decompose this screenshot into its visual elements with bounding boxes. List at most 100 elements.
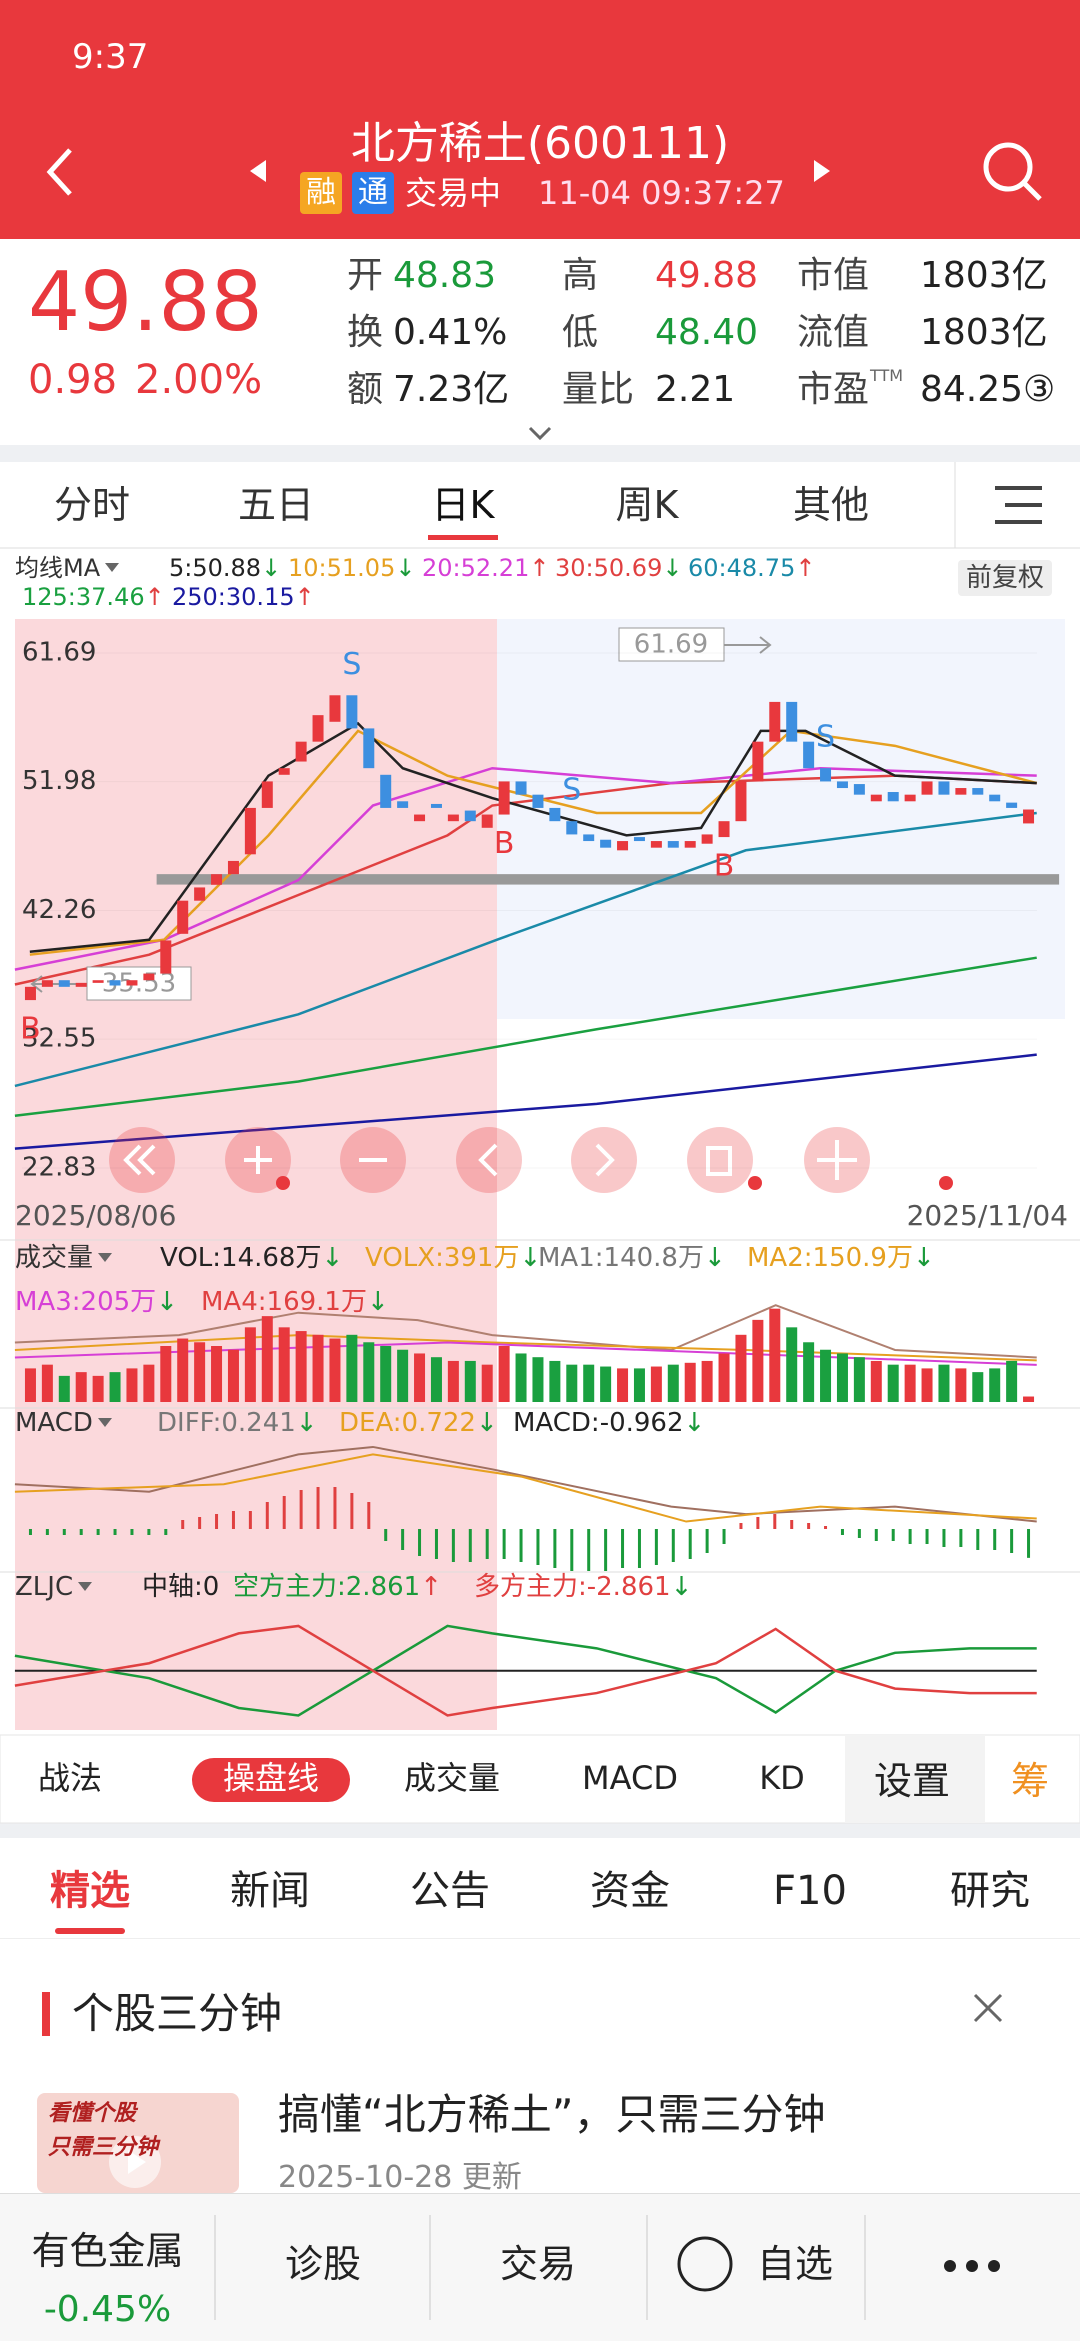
ma125-line	[15, 958, 1037, 1116]
low-label-box	[86, 966, 192, 1001]
stat-value: 2.21	[655, 369, 736, 410]
candle-body	[684, 841, 696, 848]
candle-body	[160, 940, 172, 974]
volume-bar	[752, 1319, 764, 1402]
article-title[interactable]: 搞懂“北方稀土”，只需三分钟	[278, 2090, 826, 2139]
news-tab[interactable]: 公告	[410, 1868, 490, 1914]
chart-tab[interactable]: 日K	[431, 483, 495, 527]
badge: 通	[352, 172, 394, 214]
volume-bar	[41, 1364, 53, 1402]
legend-item: 30:50.69↓	[555, 556, 682, 580]
toolbar-item[interactable]: MACD	[582, 1759, 678, 1797]
volume-bar	[1023, 1396, 1035, 1402]
close-icon[interactable]	[973, 1993, 1003, 2023]
thumb-text: 看懂个股	[48, 2101, 137, 2126]
nav-item[interactable]: 自选	[756, 2242, 833, 2286]
adjust-button[interactable]: 前复权	[958, 560, 1053, 596]
macd-bar	[908, 1529, 912, 1544]
volume-bar	[650, 1366, 662, 1402]
volume-bar	[227, 1349, 239, 1402]
prev-icon[interactable]	[250, 160, 266, 182]
news-tab[interactable]: 精选	[50, 1868, 130, 1914]
stat-label: 额	[347, 369, 384, 410]
legend-label[interactable]: MACD	[15, 1410, 112, 1436]
legend-arrow: ↓	[295, 1408, 318, 1438]
candle-body	[532, 794, 544, 808]
macd-bar	[45, 1529, 49, 1535]
dropdown-arrow	[97, 1418, 112, 1434]
news-tab[interactable]: 新闻	[230, 1868, 310, 1914]
legend-text: 125:37.46	[22, 583, 145, 611]
legend-text: 20:52.21	[422, 554, 530, 582]
trade-time: 11-04 09:37:27	[538, 174, 785, 212]
legend-arrow: ↓	[475, 1408, 498, 1438]
candle-body	[667, 841, 679, 848]
signal-label: S	[342, 647, 361, 682]
chart-tab[interactable]: 五日	[237, 483, 314, 527]
volume-bar	[532, 1357, 544, 1402]
news-tab[interactable]: F10	[773, 1868, 847, 1914]
legend-arrow: ↑	[420, 1572, 442, 1602]
volume-bar	[109, 1372, 121, 1402]
nav-item[interactable]: 诊股	[284, 2242, 361, 2286]
volume-bar	[346, 1334, 358, 1402]
sector-change: -0.45%	[43, 2289, 172, 2330]
legend-label[interactable]: 均线MA	[15, 556, 120, 580]
macd-bar	[231, 1511, 235, 1529]
stat-value: 84.25③	[920, 369, 1056, 410]
play-triangle	[128, 2150, 146, 2174]
highlight-range	[15, 619, 497, 1730]
candle-body	[464, 810, 476, 822]
legend-item: 20:52.21↑	[422, 556, 549, 580]
more-icon[interactable]	[944, 2260, 1000, 2272]
toolbar-item[interactable]: 战法	[37, 1759, 102, 1797]
chart-tab[interactable]: 周K	[615, 483, 679, 527]
chart-tab[interactable]: 其他	[792, 483, 869, 527]
legend-arrow: ↓	[395, 554, 416, 582]
toolbar-item[interactable]: 操盘线	[222, 1759, 319, 1797]
legend-item: VOLX:391万↓	[365, 1245, 541, 1271]
macd-bar	[434, 1529, 438, 1559]
legend-arrow: ↓	[321, 1243, 344, 1273]
legend-item: 250:30.15↑	[172, 585, 315, 609]
y-tick-label: 32.55	[22, 1024, 96, 1054]
chart-tab[interactable]: 分时	[53, 483, 130, 527]
list-icon[interactable]	[995, 486, 1042, 524]
news-tab[interactable]: 研究	[950, 1868, 1030, 1914]
candle-body	[41, 980, 53, 987]
legend-label[interactable]: 成交量	[15, 1245, 113, 1271]
y-tick-label: 61.69	[22, 638, 96, 668]
change: 0.98	[28, 357, 118, 403]
legend-label[interactable]: ZLJC	[15, 1574, 93, 1600]
next-icon[interactable]	[814, 160, 830, 182]
toolbar-item[interactable]: 成交量	[403, 1759, 500, 1797]
expand-icon[interactable]	[528, 426, 552, 441]
legend-item: 60:48.75↑	[688, 556, 815, 580]
legend-text: 5:50.88	[169, 554, 262, 582]
legend-arrow: ↓	[683, 1408, 706, 1438]
candle-body	[312, 715, 324, 742]
search-icon[interactable]	[983, 142, 1033, 192]
legend-arrow: ↓	[366, 1287, 389, 1317]
macd-bar	[1010, 1529, 1014, 1553]
candle-body	[498, 781, 510, 815]
stat-label: 量比	[562, 369, 635, 410]
active-pill[interactable]	[192, 1758, 350, 1802]
toolbar-item[interactable]: 筹	[1010, 1759, 1049, 1803]
news-tab[interactable]: 资金	[590, 1868, 670, 1914]
volume-bar	[397, 1349, 409, 1402]
legend-item: 125:37.46↑	[22, 585, 165, 609]
volume-bar	[1006, 1360, 1018, 1402]
toolbar-item[interactable]: 设置	[873, 1759, 950, 1803]
volume-bar	[887, 1364, 899, 1402]
macd-bar	[79, 1529, 83, 1535]
macd-bar	[282, 1496, 286, 1529]
macd-bar	[637, 1529, 641, 1568]
volume-bar	[481, 1364, 493, 1402]
nav-item[interactable]: 交易	[499, 2242, 576, 2286]
back-icon[interactable]	[46, 148, 72, 196]
candle-body	[769, 701, 781, 742]
sector-name[interactable]: 有色金属	[31, 2229, 184, 2273]
toolbar-item[interactable]: KD	[759, 1759, 805, 1797]
